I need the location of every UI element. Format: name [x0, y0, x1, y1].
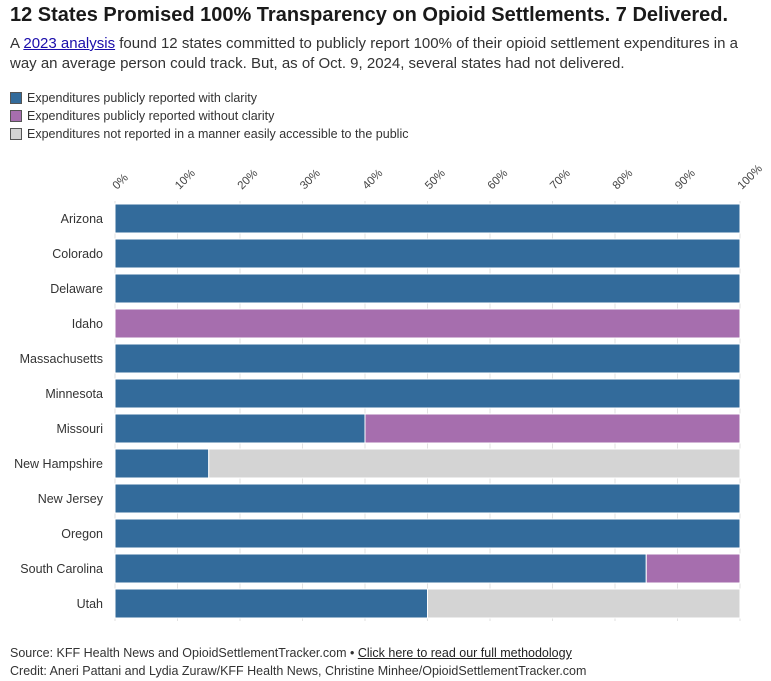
category-label: New Hampshire	[14, 457, 103, 471]
credit-line: Credit: Aneri Pattani and Lydia Zuraw/KF…	[10, 664, 587, 678]
bar-segment	[114, 378, 741, 409]
bar-segment	[427, 588, 741, 619]
legend-label-unclear: Expenditures publicly reported without c…	[27, 109, 275, 123]
x-tick-label: 20%	[236, 167, 261, 192]
x-tick-label: 30%	[298, 167, 323, 192]
bar-segment	[208, 448, 741, 479]
x-tick-label: 40%	[361, 167, 386, 192]
legend-label-clear: Expenditures publicly reported with clar…	[27, 91, 257, 105]
bar-segment	[114, 203, 741, 234]
x-tick-label: 90%	[673, 167, 698, 192]
category-label: Delaware	[50, 282, 103, 296]
category-label: Missouri	[56, 422, 103, 436]
bar-segment	[114, 413, 366, 444]
chart-title: 12 States Promised 100% Transparency on …	[10, 4, 729, 26]
bar-segment	[114, 273, 741, 304]
legend: Expenditures publicly reported with clar…	[10, 89, 408, 143]
category-label: South Carolina	[20, 562, 103, 576]
analysis-link[interactable]: 2023 analysis	[23, 35, 116, 52]
category-label: Oregon	[61, 527, 103, 541]
source-text: Source: KFF Health News and OpioidSettle…	[10, 646, 358, 660]
bar-segment	[114, 483, 741, 514]
category-label: Colorado	[52, 247, 103, 261]
methodology-link[interactable]: Click here to read our full methodology	[357, 646, 572, 660]
category-label: Massachusetts	[20, 352, 103, 366]
bar-segment	[114, 518, 741, 549]
bar-segment	[114, 308, 741, 339]
bar-segment	[114, 238, 741, 269]
x-tick-label: 10%	[173, 167, 198, 192]
bar-segment	[114, 553, 647, 584]
legend-swatch-not-reported	[10, 128, 22, 140]
x-tick-label: 50%	[423, 167, 448, 192]
stacked-bar-chart: 0% 10% 20% 30% 40% 50% 60% 70% 80% 90% 100% Arizona…	[14, 163, 765, 621]
category-label: Minnesota	[45, 387, 103, 401]
legend-item-not-reported: Expenditures not reported in a manner ea…	[10, 125, 408, 143]
footer: Source: KFF Health News and OpioidSettle…	[10, 644, 586, 680]
legend-label-not-reported: Expenditures not reported in a manner ea…	[27, 127, 409, 141]
legend-swatch-unclear	[10, 110, 22, 122]
bar-segment	[114, 343, 741, 374]
subtitle-text-start: A	[10, 35, 24, 52]
category-label: Utah	[77, 597, 103, 611]
x-tick-label: 70%	[548, 167, 573, 192]
source-line: Source: KFF Health News and OpioidSettle…	[10, 644, 586, 662]
legend-swatch-clear	[10, 92, 22, 104]
category-label: Arizona	[61, 212, 103, 226]
legend-item-clear: Expenditures publicly reported with clar…	[10, 89, 408, 107]
category-label: New Jersey	[38, 492, 104, 506]
x-tick-label: 80%	[611, 167, 636, 192]
category-label: Idaho	[72, 317, 103, 331]
bar-segment	[114, 448, 210, 479]
x-tick-label: 60%	[486, 167, 511, 192]
subtitle-text-end: found 12 states committed to publicly re…	[10, 35, 738, 72]
bar-segment	[645, 553, 741, 584]
x-tick-label: 0%	[111, 172, 131, 192]
x-tick-label: 100%	[736, 163, 765, 192]
bar-segment	[114, 588, 428, 619]
bar-segment	[364, 413, 741, 444]
legend-item-unclear: Expenditures publicly reported without c…	[10, 107, 408, 125]
chart-subtitle: A 2023 analysis found 12 states committe…	[10, 34, 760, 74]
